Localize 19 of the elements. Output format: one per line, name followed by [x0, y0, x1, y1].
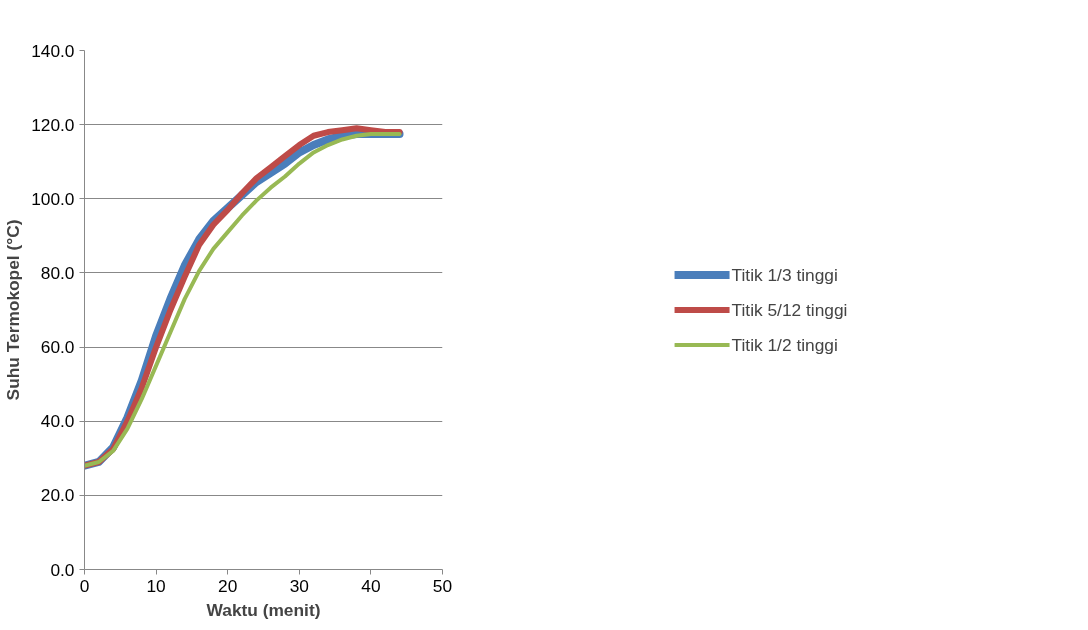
x-axis-title: Waktu (menit) [206, 599, 321, 620]
x-tick-label: 50 [432, 575, 453, 596]
y-tick-label: 140.0 [31, 40, 75, 61]
legend-label: Titik 1/2 tinggi [731, 334, 838, 355]
y-tick-label: 20.0 [40, 485, 75, 506]
y-tick-label: 40.0 [40, 411, 75, 432]
legend-label: Titik 5/12 tinggi [731, 299, 848, 320]
y-tick-label: 60.0 [40, 337, 75, 358]
x-tick-label: 30 [289, 575, 309, 596]
x-tick-label: 10 [146, 575, 166, 596]
x-tick-label: 0 [79, 575, 90, 596]
y-tick-label: 120.0 [31, 114, 75, 135]
x-tick-label: 20 [218, 575, 238, 596]
x-tick-label: 40 [361, 575, 381, 596]
y-axis-title: Suhu Termokopel (°C) [3, 219, 24, 401]
legend-label: Titik 1/3 tinggi [731, 264, 838, 285]
y-tick-label: 80.0 [40, 262, 75, 283]
y-tick-label: 0.0 [50, 559, 75, 580]
y-tick-label: 100.0 [31, 188, 75, 209]
